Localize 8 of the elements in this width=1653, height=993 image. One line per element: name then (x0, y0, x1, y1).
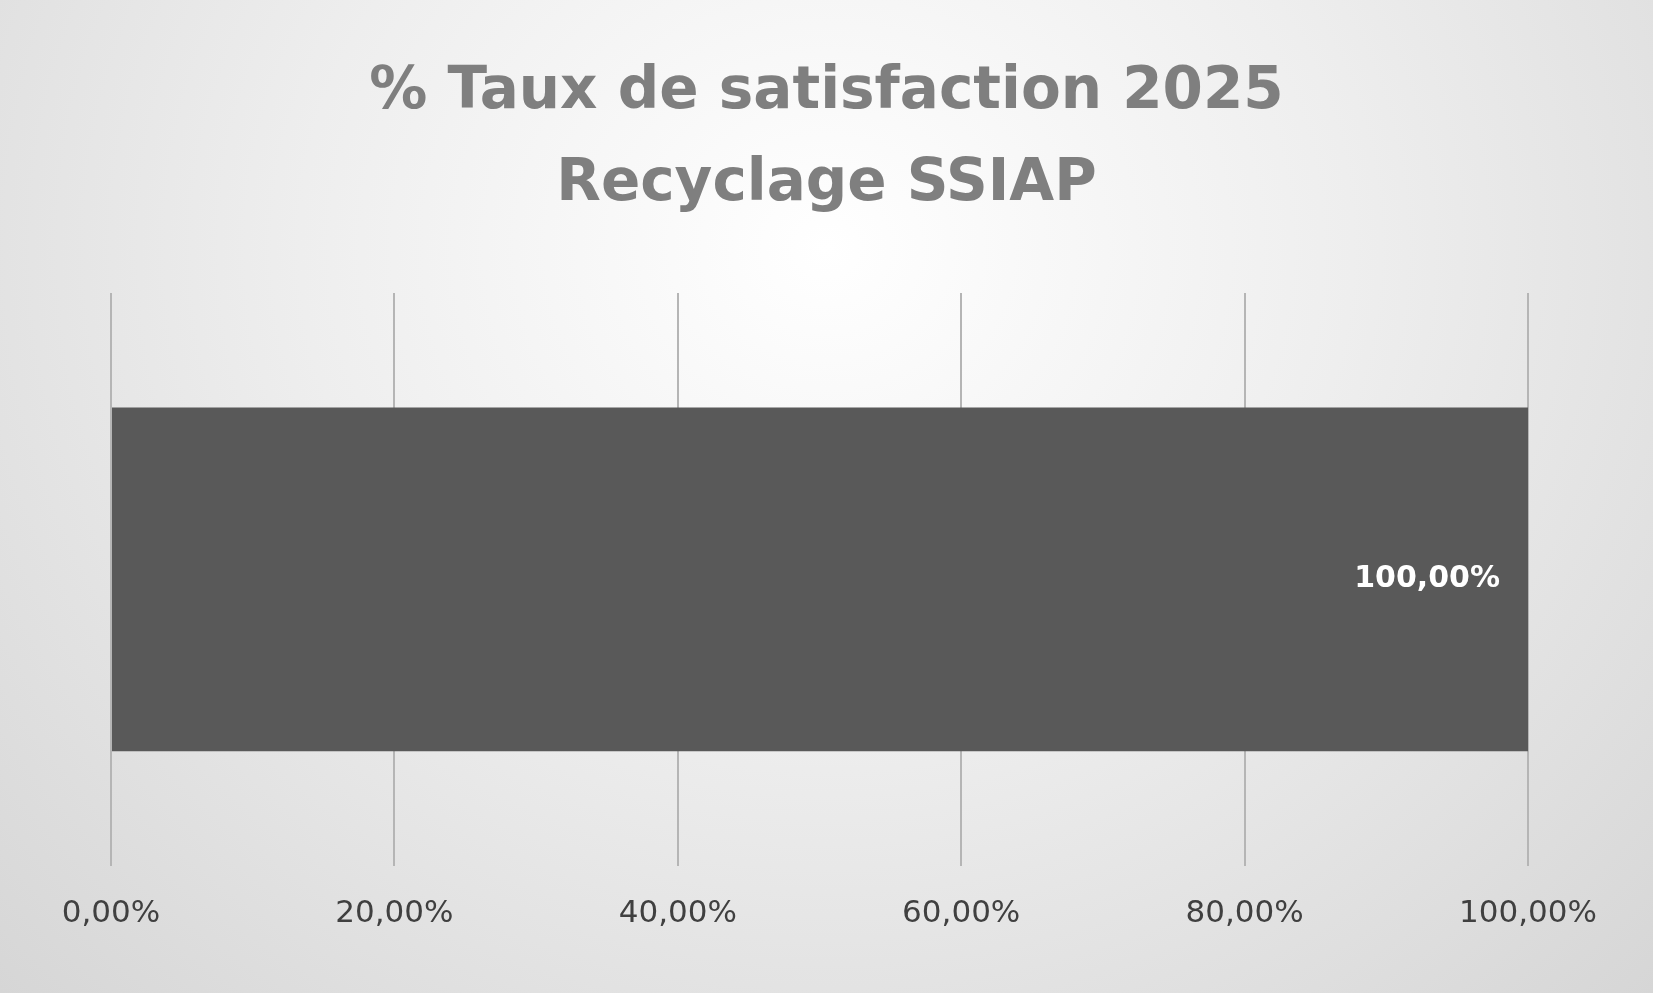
x-tick-label: 100,00% (1459, 893, 1597, 930)
x-tick-label: 80,00% (1185, 893, 1304, 930)
x-tick-label: 20,00% (335, 893, 454, 930)
chart-title: % Taux de satisfaction 2025 Recyclage SSIAP (368, 53, 1285, 216)
x-tick-label: 60,00% (902, 893, 1021, 930)
data-label: 100,00% (1354, 559, 1500, 595)
x-tick-label: 40,00% (618, 893, 737, 930)
x-tick-label: 0,00% (61, 893, 161, 930)
